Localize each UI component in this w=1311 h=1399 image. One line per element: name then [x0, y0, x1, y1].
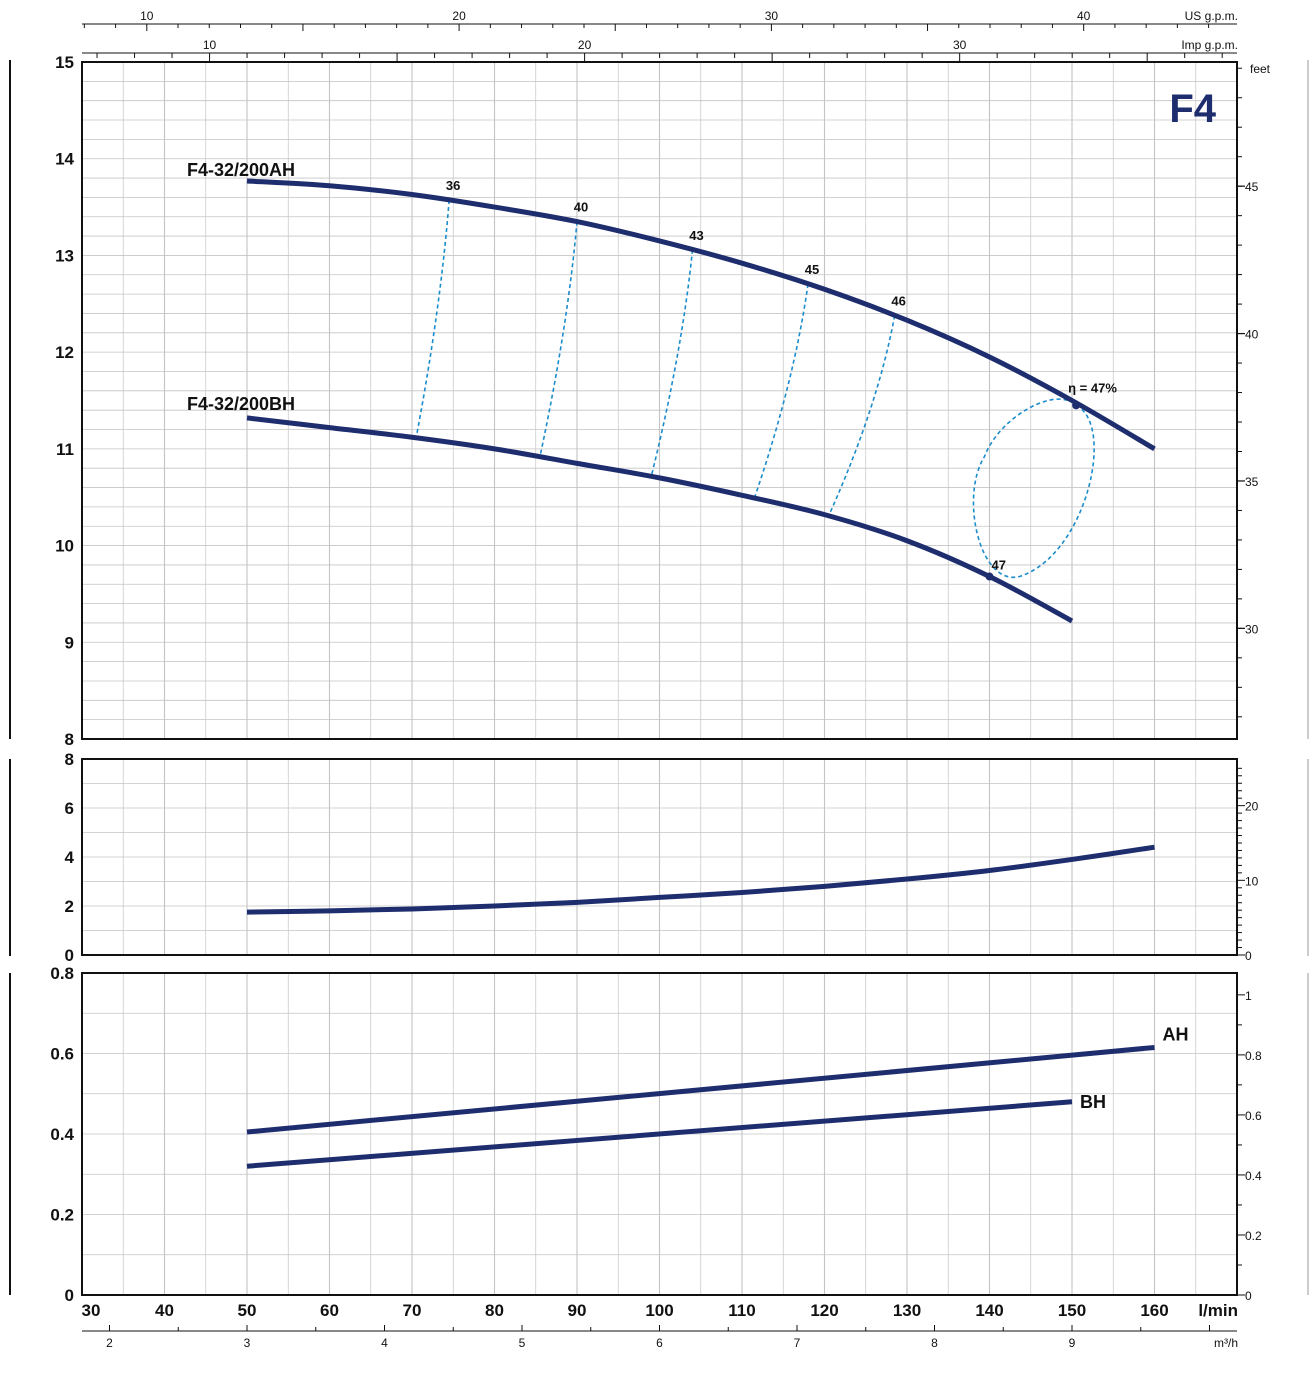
- x-tick-label: 30: [82, 1301, 101, 1320]
- x-tick-label: 100: [645, 1301, 673, 1320]
- x-tick-label: 60: [320, 1301, 339, 1320]
- efficiency-max-point-bh: [985, 572, 994, 581]
- power-y-tick-label: 0.2: [50, 1206, 74, 1225]
- imp-gpm-unit: Imp g.p.m.: [1181, 38, 1238, 52]
- efficiency-label: 40: [574, 200, 588, 215]
- power-panel-frame: [81, 972, 1238, 1296]
- m3h-tick-label: 9: [1069, 1336, 1076, 1350]
- head-curve-bh: [246, 415, 1074, 624]
- imp-gpm-tick-label: 10: [203, 38, 217, 52]
- us-gpm-tick-label: 30: [765, 9, 779, 23]
- m3h-tick-label: 2: [106, 1336, 113, 1350]
- head-y-tick-label: 12: [55, 343, 74, 362]
- head-right-tick-label: 45: [1245, 180, 1259, 194]
- npsh-right-tick-label: 0: [1245, 949, 1252, 963]
- m3h-tick-label: 3: [244, 1336, 251, 1350]
- power-right-tick-label: 1: [1245, 989, 1252, 1003]
- npsh-right-tick-label: 20: [1245, 800, 1259, 814]
- m3h-tick-label: 4: [381, 1336, 388, 1350]
- npsh-right-tick-label: 10: [1245, 874, 1259, 888]
- imp-gpm-tick-label: 30: [953, 38, 967, 52]
- x-unit-label: l/min: [1198, 1301, 1238, 1320]
- power-y-tick-label: 0.8: [50, 964, 74, 983]
- head-panel-frame: [81, 61, 1238, 740]
- npsh-y-tick-label: 4: [65, 848, 75, 867]
- m3h-tick-label: 6: [656, 1336, 663, 1350]
- power-y-tick-label: 0.6: [50, 1045, 74, 1064]
- npsh-panel-grid: [82, 759, 1237, 955]
- x-tick-label: 50: [238, 1301, 257, 1320]
- efficiency-label: 36: [446, 178, 460, 193]
- head-curve-ah: [246, 178, 1156, 452]
- efficiency-max-ellipse: [972, 398, 1095, 578]
- head-right-unit: feet: [1250, 62, 1271, 76]
- us-gpm-tick-label: 10: [140, 9, 154, 23]
- curve-label-bh: F4-32/200BH: [187, 394, 295, 414]
- head-panel-grid: [82, 62, 1237, 739]
- power-curve-ah: [246, 1044, 1155, 1135]
- npsh-y-tick-label: 8: [65, 750, 74, 769]
- npsh-panel-frame: [81, 758, 1238, 956]
- x-tick-label: 40: [155, 1301, 174, 1320]
- x-tick-label: 140: [975, 1301, 1003, 1320]
- chart-title: F4: [1169, 87, 1216, 131]
- npsh-y-tick-label: 2: [65, 897, 74, 916]
- power-right-tick-label: 0.2: [1245, 1229, 1262, 1243]
- head-y-tick-label: 14: [55, 150, 74, 169]
- x-tick-label: 160: [1140, 1301, 1168, 1320]
- efficiency-line: [753, 283, 809, 499]
- power-y-tick-label: 0: [65, 1286, 74, 1305]
- x-tick-label: 150: [1058, 1301, 1086, 1320]
- power-curve-bh: [246, 1099, 1073, 1169]
- efficiency-line: [827, 315, 896, 517]
- efficiency-line: [539, 221, 578, 458]
- head-y-tick-label: 11: [56, 440, 74, 459]
- efficiency-label: 45: [805, 262, 819, 277]
- npsh-y-tick-label: 0: [65, 946, 74, 965]
- head-right-tick-label: 30: [1245, 622, 1259, 636]
- head-y-tick-label: 10: [55, 537, 74, 556]
- power-label-ah: AH: [1163, 1024, 1189, 1044]
- x-tick-label: 130: [893, 1301, 921, 1320]
- head-y-tick-label: 15: [55, 53, 74, 72]
- us-gpm-unit: US g.p.m.: [1185, 9, 1238, 23]
- curve-label-ah: F4-32/200AH: [187, 160, 295, 180]
- x-tick-label: 110: [728, 1301, 755, 1320]
- power-right-tick-label: 0.6: [1245, 1109, 1262, 1123]
- head-y-tick-label: 8: [65, 730, 74, 749]
- us-gpm-tick-label: 20: [452, 9, 466, 23]
- head-y-tick-label: 9: [65, 633, 74, 652]
- head-y-tick-label: 13: [55, 246, 74, 265]
- x-tick-label: 90: [568, 1301, 587, 1320]
- m3h-tick-label: 5: [519, 1336, 526, 1350]
- power-right-tick-label: 0: [1245, 1289, 1252, 1303]
- us-gpm-tick-label: 40: [1077, 9, 1091, 23]
- power-right-tick-label: 0.4: [1245, 1169, 1262, 1183]
- m3h-tick-label: 7: [794, 1336, 801, 1350]
- m3h-unit: m³/h: [1214, 1336, 1238, 1350]
- head-right-tick-label: 35: [1245, 475, 1259, 489]
- npsh-curve: [246, 844, 1155, 915]
- x-tick-label: 80: [485, 1301, 504, 1320]
- efficiency-bh-label: 47: [992, 558, 1006, 573]
- efficiency-max-point-ah: [1072, 401, 1081, 410]
- power-right-tick-label: 0.8: [1245, 1049, 1262, 1063]
- x-tick-label: 70: [403, 1301, 422, 1320]
- power-label-bh: BH: [1080, 1092, 1106, 1112]
- power-y-tick-label: 0.4: [50, 1125, 74, 1144]
- efficiency-label: 46: [891, 294, 905, 309]
- efficiency-label: 43: [689, 228, 703, 243]
- efficiency-line: [650, 249, 694, 477]
- efficiency-line: [415, 200, 450, 438]
- imp-gpm-tick-label: 20: [578, 38, 592, 52]
- x-tick-label: 120: [810, 1301, 838, 1320]
- m3h-tick-label: 8: [931, 1336, 938, 1350]
- efficiency-max-label: η = 47%: [1068, 380, 1117, 395]
- npsh-y-tick-label: 6: [65, 799, 74, 818]
- head-right-tick-label: 40: [1245, 328, 1259, 342]
